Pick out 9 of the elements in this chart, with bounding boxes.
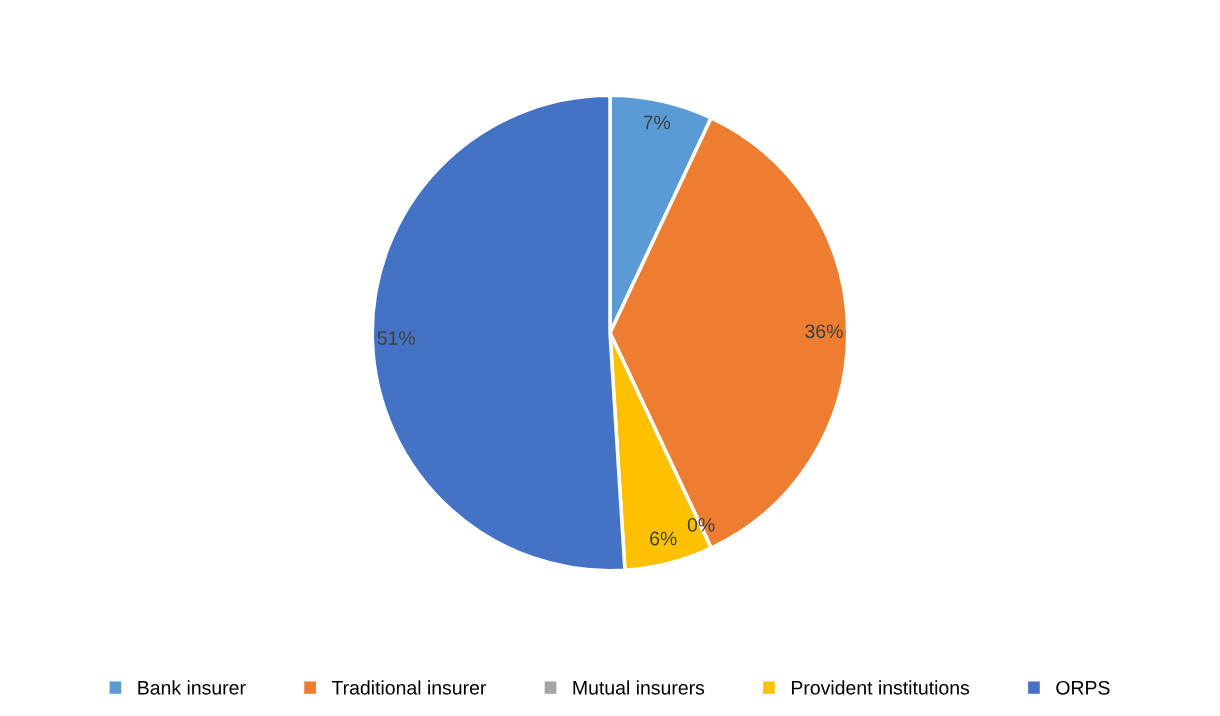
data-label: 51%	[377, 331, 415, 345]
legend-label: Provident institutions	[791, 680, 970, 695]
legend-label: Bank insurer	[138, 680, 246, 695]
data-label: 7%	[643, 115, 671, 130]
legend-label: Mutual insurers	[573, 680, 705, 695]
legend-label: ORPS	[1056, 680, 1110, 695]
data-label: 36%	[805, 324, 843, 339]
legend-label: Traditional insurer	[331, 680, 487, 695]
data-label: 6%	[650, 531, 677, 546]
